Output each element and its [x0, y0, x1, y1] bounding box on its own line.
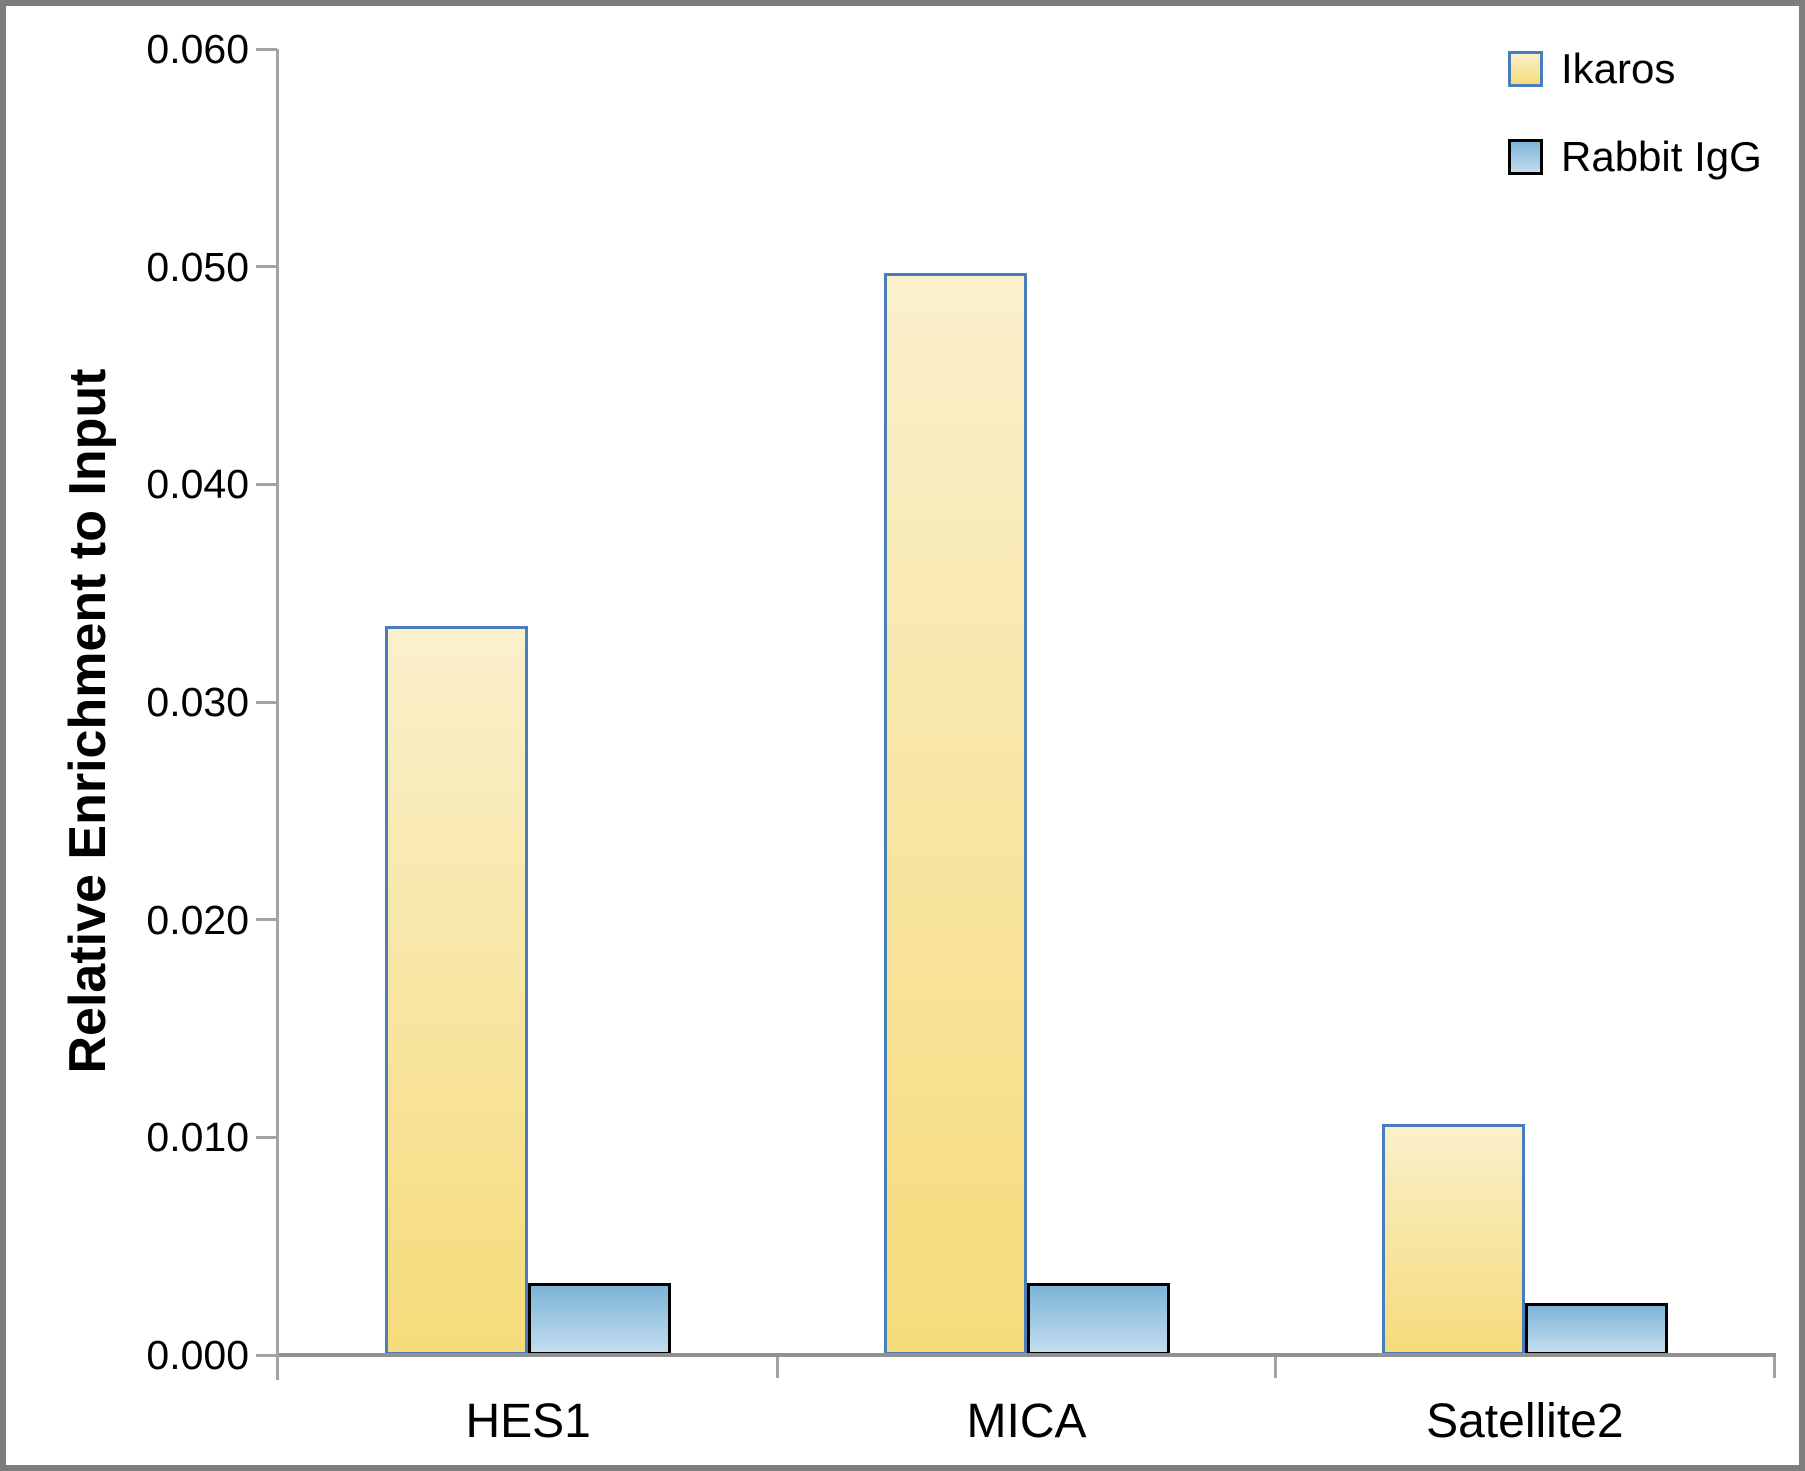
bar-rabbit-igg-mica [1026, 1283, 1170, 1355]
y-axis-tick [256, 482, 277, 486]
y-tick-label: 0.060 [146, 26, 249, 72]
y-tick-label: 0.000 [146, 1332, 249, 1378]
y-tick-label: 0.050 [146, 243, 249, 290]
y-axis-line [276, 49, 279, 1380]
legend-item-ikaros: Ikaros [1508, 48, 1762, 90]
legend: Ikaros Rabbit IgG [1508, 48, 1762, 178]
y-tick-label: 0.020 [146, 896, 249, 943]
x-category-label: MICA [966, 1395, 1087, 1448]
legend-swatch-rabbit-igg [1508, 139, 1543, 175]
legend-label: Ikaros [1561, 45, 1676, 92]
legend-swatch-ikaros [1508, 51, 1543, 87]
x-category-label: HES1 [465, 1395, 591, 1448]
y-tick-label: 0.040 [146, 461, 249, 508]
legend-label: Rabbit IgG [1561, 133, 1762, 180]
bar-rabbit-igg-satellite2 [1524, 1303, 1668, 1355]
y-axis-tick [256, 1353, 277, 1357]
bar-rabbit-igg-hes1 [528, 1283, 672, 1355]
y-axis-tick [256, 47, 277, 51]
x-axis-tick [1274, 1355, 1278, 1378]
x-category-label: Satellite2 [1426, 1395, 1624, 1448]
x-axis-tick [775, 1355, 779, 1378]
y-axis-tick [256, 918, 277, 922]
x-axis-line [279, 1353, 1776, 1357]
x-axis-tick [1772, 1355, 1776, 1378]
y-tick-label: 0.010 [146, 1114, 249, 1161]
bar-ikaros-hes1 [385, 626, 529, 1355]
y-axis-tick [256, 265, 277, 269]
bar-ikaros-satellite2 [1381, 1124, 1525, 1355]
legend-item-rabbit-igg: Rabbit IgG [1508, 136, 1762, 178]
y-tick-label: 0.030 [146, 679, 249, 725]
y-axis-tick [256, 700, 277, 704]
bar-ikaros-mica [883, 273, 1027, 1355]
y-axis-tick [256, 1135, 277, 1139]
